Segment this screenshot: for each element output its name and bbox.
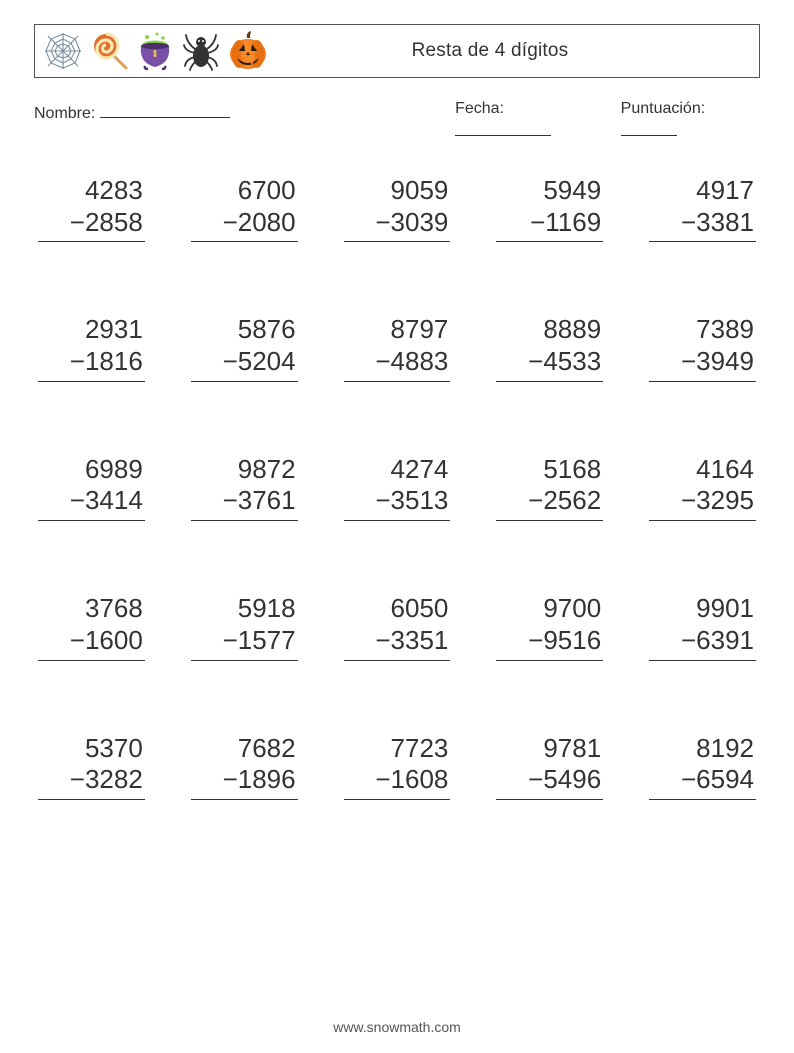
- score-label: Puntuación:: [621, 100, 706, 117]
- problem-18: 6050−3351: [344, 593, 451, 660]
- problem-22: 7682−1896: [191, 733, 298, 800]
- minuend: 5168: [496, 454, 603, 486]
- subtrahend: −3513: [344, 485, 451, 521]
- subtrahend: −9516: [496, 625, 603, 661]
- problem-10: 7389−3949: [649, 314, 756, 381]
- problem-20: 9901−6391: [649, 593, 756, 660]
- minuend: 9700: [496, 593, 603, 625]
- problems-grid: 4283−2858 6700−2080 9059−3039 5949−1169 4917…: [34, 175, 760, 800]
- minuend: 9872: [191, 454, 298, 486]
- subtrahend: −3039: [344, 207, 451, 243]
- minuend: 4164: [649, 454, 756, 486]
- worksheet-header: Resta de 4 dígitos: [34, 24, 760, 78]
- pumpkin-icon: [227, 30, 269, 72]
- subtrahend: −2858: [38, 207, 145, 243]
- name-blank[interactable]: [100, 100, 230, 118]
- minuend: 9901: [649, 593, 756, 625]
- footer-link[interactable]: www.snowmath.com: [0, 1019, 794, 1035]
- subtrahend: −1169: [496, 207, 603, 243]
- minuend: 8192: [649, 733, 756, 765]
- subtrahend: −4533: [496, 346, 603, 382]
- cauldron-icon: [135, 31, 175, 71]
- minuend: 5876: [191, 314, 298, 346]
- problem-13: 4274−3513: [344, 454, 451, 521]
- worksheet-title: Resta de 4 dígitos: [269, 40, 711, 62]
- minuend: 6050: [344, 593, 451, 625]
- spider-icon: [181, 31, 221, 71]
- minuend: 6700: [191, 175, 298, 207]
- problem-5: 4917−3381: [649, 175, 756, 242]
- problem-11: 6989−3414: [38, 454, 145, 521]
- problem-9: 8889−4533: [496, 314, 603, 381]
- minuend: 4917: [649, 175, 756, 207]
- problem-19: 9700−9516: [496, 593, 603, 660]
- name-label: Nombre:: [34, 105, 95, 122]
- minuend: 6989: [38, 454, 145, 486]
- minuend: 8797: [344, 314, 451, 346]
- lollipop-icon: [89, 31, 129, 71]
- minuend: 5918: [191, 593, 298, 625]
- subtrahend: −6391: [649, 625, 756, 661]
- subtrahend: −5496: [496, 764, 603, 800]
- minuend: 5370: [38, 733, 145, 765]
- minuend: 4283: [38, 175, 145, 207]
- minuend: 7682: [191, 733, 298, 765]
- subtrahend: −1600: [38, 625, 145, 661]
- minuend: 2931: [38, 314, 145, 346]
- problem-24: 9781−5496: [496, 733, 603, 800]
- subtrahend: −4883: [344, 346, 451, 382]
- minuend: 8889: [496, 314, 603, 346]
- subtrahend: −3381: [649, 207, 756, 243]
- problem-12: 9872−3761: [191, 454, 298, 521]
- problem-3: 9059−3039: [344, 175, 451, 242]
- meta-row: Nombre: Fecha: Puntuación:: [34, 100, 760, 141]
- subtrahend: −2080: [191, 207, 298, 243]
- problem-4: 5949−1169: [496, 175, 603, 242]
- subtrahend: −5204: [191, 346, 298, 382]
- problem-7: 5876−5204: [191, 314, 298, 381]
- problem-17: 5918−1577: [191, 593, 298, 660]
- problem-16: 3768−1600: [38, 593, 145, 660]
- subtrahend: −3949: [649, 346, 756, 382]
- minuend: 7723: [344, 733, 451, 765]
- problem-1: 4283−2858: [38, 175, 145, 242]
- problem-14: 5168−2562: [496, 454, 603, 521]
- problem-25: 8192−6594: [649, 733, 756, 800]
- spider-web-icon: [43, 31, 83, 71]
- minuend: 9059: [344, 175, 451, 207]
- problem-21: 5370−3282: [38, 733, 145, 800]
- subtrahend: −3295: [649, 485, 756, 521]
- problem-2: 6700−2080: [191, 175, 298, 242]
- problem-15: 4164−3295: [649, 454, 756, 521]
- minuend: 7389: [649, 314, 756, 346]
- subtrahend: −3282: [38, 764, 145, 800]
- subtrahend: −2562: [496, 485, 603, 521]
- problem-23: 7723−1608: [344, 733, 451, 800]
- subtrahend: −6594: [649, 764, 756, 800]
- subtrahend: −1816: [38, 346, 145, 382]
- subtrahend: −1896: [191, 764, 298, 800]
- subtrahend: −3761: [191, 485, 298, 521]
- date-blank[interactable]: [455, 118, 551, 136]
- score-blank[interactable]: [621, 118, 677, 136]
- subtrahend: −1577: [191, 625, 298, 661]
- icon-strip: [43, 30, 269, 72]
- problem-8: 8797−4883: [344, 314, 451, 381]
- minuend: 4274: [344, 454, 451, 486]
- date-label: Fecha:: [455, 100, 504, 117]
- problem-6: 2931−1816: [38, 314, 145, 381]
- minuend: 5949: [496, 175, 603, 207]
- minuend: 9781: [496, 733, 603, 765]
- subtrahend: −1608: [344, 764, 451, 800]
- minuend: 3768: [38, 593, 145, 625]
- subtrahend: −3351: [344, 625, 451, 661]
- subtrahend: −3414: [38, 485, 145, 521]
